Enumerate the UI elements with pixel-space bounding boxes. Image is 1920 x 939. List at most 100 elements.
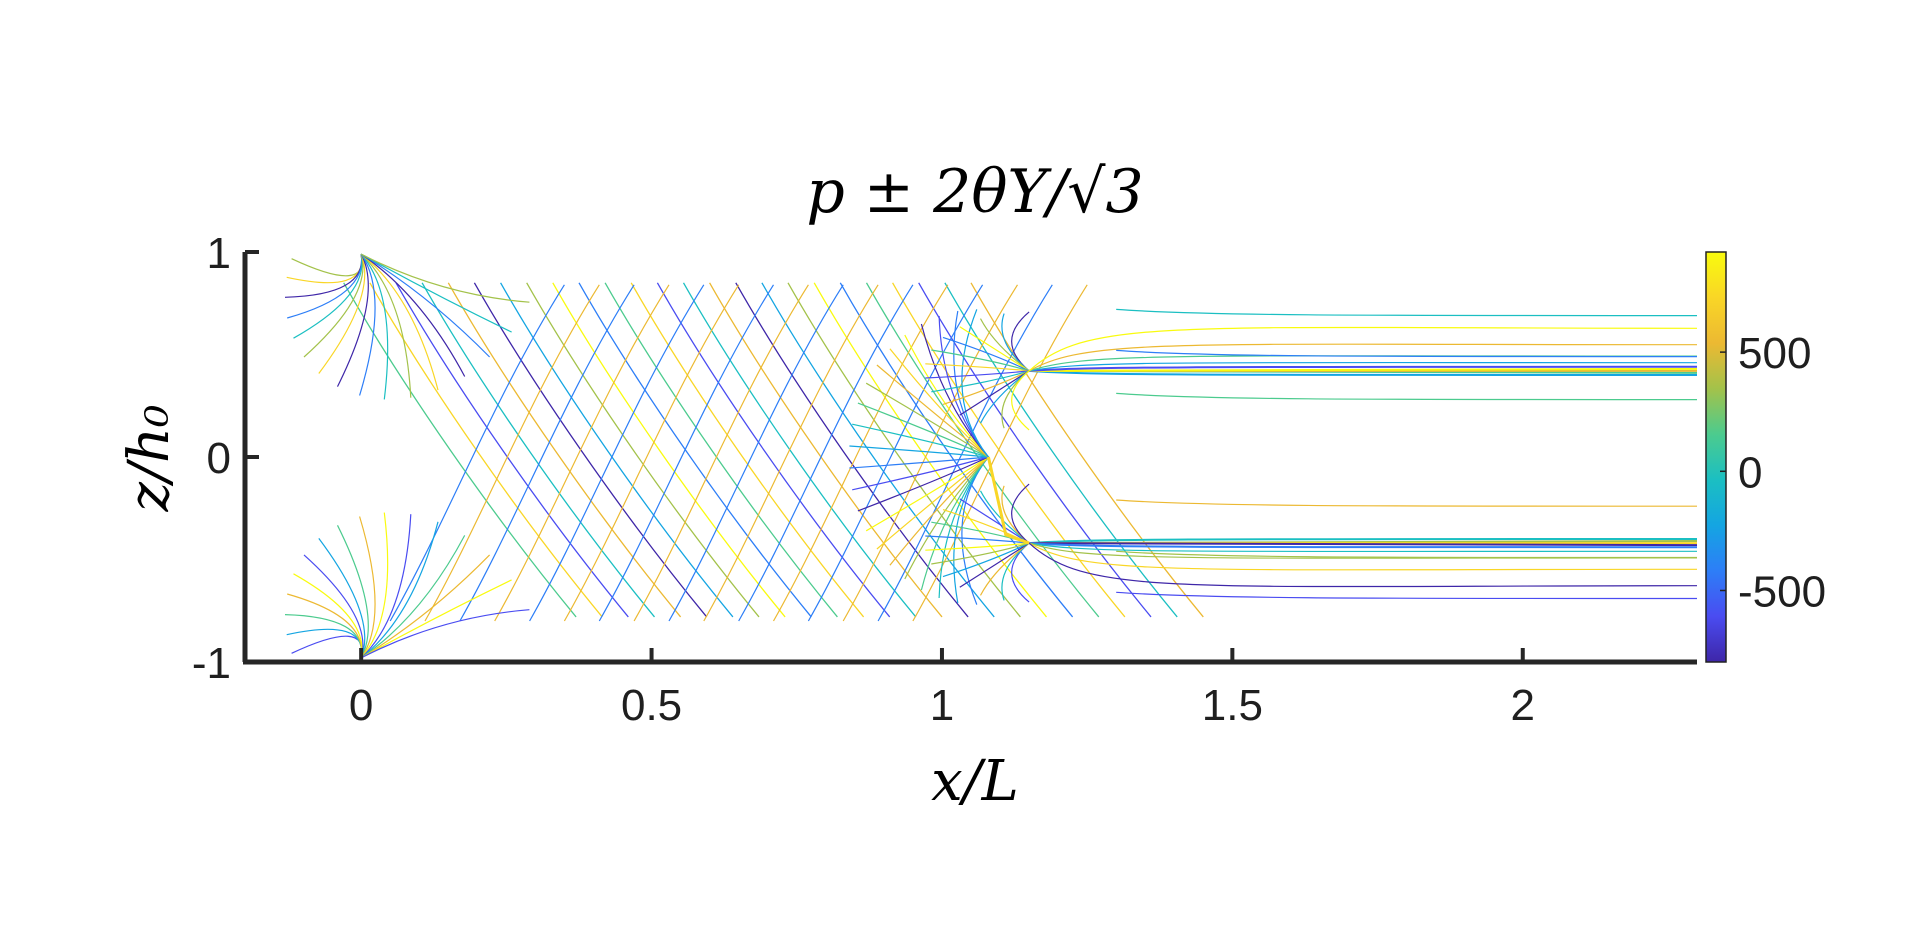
contour-line — [1028, 361, 1698, 372]
contour-line — [360, 514, 412, 659]
contour-line — [656, 282, 891, 618]
contour-line — [959, 326, 1030, 372]
contour-line — [1028, 343, 1698, 372]
contour-line — [1116, 392, 1698, 401]
contour-line — [1029, 369, 1698, 376]
contour-line — [839, 282, 1074, 618]
contour-line — [291, 253, 363, 277]
contour-line — [931, 370, 1030, 393]
contour-line — [336, 253, 369, 387]
x-ticks: 0 0.5 1 1.5 2 — [349, 648, 1535, 730]
contour-line — [286, 628, 363, 658]
contour-line — [857, 456, 989, 512]
plot-area: 0 0.5 1 1.5 2 -1 0 1 — [192, 229, 1698, 730]
contour-line — [959, 498, 1030, 544]
axes — [242, 252, 1697, 665]
contour-line — [1028, 542, 1698, 559]
contour-line — [849, 445, 989, 458]
contour-line — [459, 284, 635, 622]
y-ticks: -1 0 1 — [192, 229, 259, 688]
contour-line — [1029, 365, 1698, 372]
x-tick-label: 1 — [930, 681, 954, 730]
x-axis-label: x/L — [931, 749, 1019, 814]
contour-line — [291, 635, 363, 659]
contour-line — [360, 512, 389, 659]
y-tick-label: 1 — [207, 229, 231, 278]
contour-line — [369, 282, 603, 618]
contour-line — [904, 456, 989, 580]
contour-line — [360, 253, 466, 377]
contour-line — [1116, 591, 1698, 600]
contour-line — [865, 382, 989, 458]
contour-line — [772, 284, 949, 622]
contour-line — [979, 542, 1030, 596]
contour-line — [931, 349, 1030, 372]
contour-line — [925, 370, 1030, 379]
contour-line — [852, 423, 989, 458]
x-tick-label: 0 — [349, 681, 373, 730]
contour-line — [360, 554, 491, 659]
contour-line — [303, 253, 364, 358]
contour-line — [424, 284, 600, 622]
contour-line — [942, 542, 1030, 578]
contour-line — [925, 363, 1030, 372]
contour-line — [360, 535, 466, 659]
contour-line — [389, 284, 565, 622]
contour-line — [630, 282, 865, 618]
contour-line — [876, 456, 989, 550]
contour-line — [857, 402, 989, 458]
contour-line — [552, 282, 786, 618]
contour-line — [735, 282, 969, 618]
contour-line — [447, 282, 682, 618]
contour-line — [920, 456, 989, 591]
contour-lines — [284, 253, 1698, 659]
contour-line — [1011, 483, 1030, 544]
contour-line — [360, 253, 412, 398]
contour-line — [318, 538, 366, 659]
contour-line — [1029, 538, 1698, 545]
contour-line — [979, 318, 1030, 372]
contour-line — [1011, 370, 1030, 431]
contour-line — [633, 284, 809, 622]
contour-line — [287, 593, 363, 658]
contour-line — [904, 334, 989, 458]
contour-line — [360, 609, 530, 659]
contour-line — [709, 282, 943, 618]
y-tick-label: 0 — [207, 434, 231, 483]
contour-line — [360, 521, 439, 659]
contour-line — [970, 282, 1204, 618]
contour-line — [360, 579, 512, 659]
contour-line — [303, 554, 364, 659]
colorbar-tick-label: 0 — [1738, 448, 1762, 497]
contour-line — [359, 516, 376, 659]
contour-line — [889, 456, 989, 566]
y-tick-label: -1 — [192, 639, 231, 688]
colorbar-gradient — [1705, 251, 1727, 663]
contour-line — [1116, 308, 1698, 317]
contour-line — [842, 284, 1019, 622]
contour-line — [787, 282, 1021, 618]
contour-line — [682, 282, 917, 618]
contour-line — [1116, 349, 1698, 358]
contour-line — [944, 282, 1178, 618]
contour-line — [852, 456, 989, 491]
contour-line — [343, 282, 577, 618]
contour-line — [865, 456, 989, 532]
contour-line — [360, 253, 512, 333]
contour-line — [500, 282, 734, 618]
contour-line — [931, 542, 1030, 565]
contour-line — [563, 284, 740, 622]
contour-line — [1028, 542, 1698, 571]
contour-line — [876, 364, 989, 458]
contour-line — [1028, 326, 1698, 372]
contour-line — [598, 284, 775, 622]
contour-line — [959, 542, 1030, 588]
contour-line — [942, 336, 1030, 372]
contour-line — [360, 253, 389, 400]
contour-line — [395, 282, 629, 618]
contour-line — [738, 284, 914, 622]
x-tick-label: 0.5 — [621, 681, 682, 730]
x-tick-label: 1.5 — [1202, 681, 1263, 730]
colorbar: -500 0 500 — [1705, 251, 1826, 663]
